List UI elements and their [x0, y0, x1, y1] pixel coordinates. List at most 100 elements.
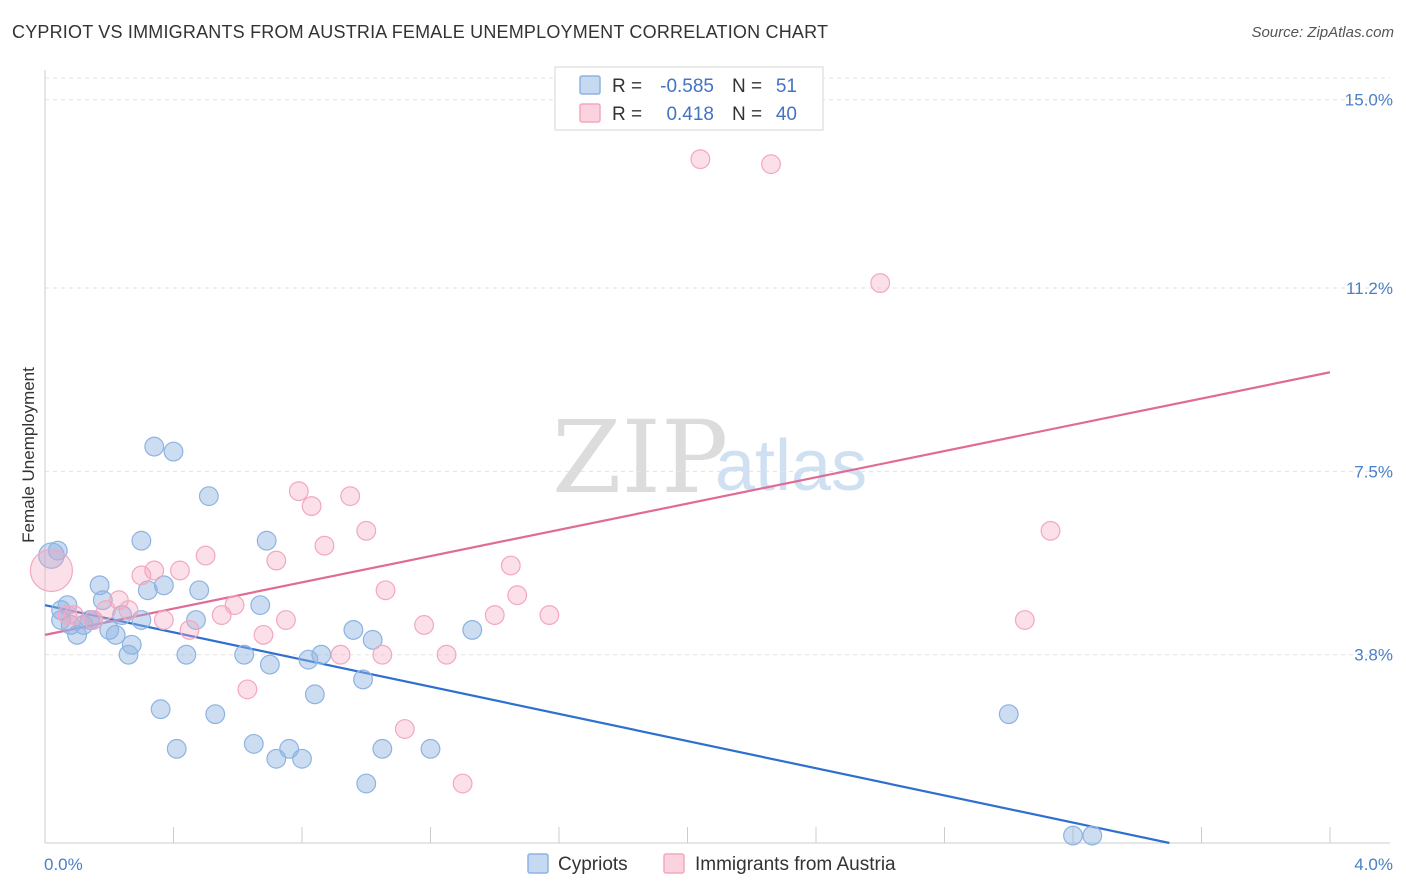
austria-point-39	[57, 605, 78, 625]
austria-point-10	[179, 619, 200, 640]
legend-swatch-cypriots	[579, 75, 601, 95]
chart-title: CYPRIOT VS IMMIGRANTS FROM AUSTRIA FEMAL…	[12, 22, 829, 42]
legend-r-label-2: R =	[612, 104, 642, 125]
y-tick-label-0: 3.8%	[1354, 646, 1393, 665]
cypriot-point-38	[304, 684, 325, 705]
legend-n-label-2: N =	[732, 104, 762, 125]
cypriot-point-42	[356, 773, 377, 794]
cypriot-point-26	[189, 580, 210, 601]
legend-n-value-2: 40	[776, 104, 797, 125]
cypriot-point-40	[343, 619, 364, 640]
austria-point-37	[1014, 610, 1035, 630]
cypriot-point-49	[1082, 825, 1103, 846]
austria-point-15	[253, 624, 274, 645]
cypriot-point-24	[176, 644, 197, 665]
cypriot-point-46	[462, 619, 483, 640]
cypriot-point-12	[105, 624, 126, 645]
cypriot-point-23	[166, 738, 187, 759]
cypriot-point-45	[420, 738, 441, 759]
cypriot-point-17	[131, 530, 152, 551]
austria-point-21	[330, 644, 351, 665]
x-tick-labels: 0.0% 4.0%	[44, 855, 1393, 874]
legend-r-label-1: R =	[612, 76, 642, 97]
legend-n-label-1: N =	[732, 76, 762, 97]
cypriot-point-19	[144, 436, 165, 457]
austria-point-20	[314, 535, 335, 556]
austria-point-13	[224, 595, 245, 616]
austria-point-30	[484, 605, 505, 625]
cypriot-point-44	[372, 738, 393, 759]
y-tick-labels: 3.8% 7.5% 11.2% 15.0%	[1345, 91, 1393, 665]
cypriot-point-30	[243, 733, 264, 754]
austria-point-17	[276, 610, 296, 630]
trend-lines	[44, 371, 1331, 845]
austria-point-32	[507, 585, 528, 606]
cypriot-point-41	[353, 669, 373, 690]
austria-point-25	[375, 580, 396, 601]
stats-legend: R = -0.585 N = 51 R = 0.418 N = 40	[554, 66, 824, 131]
cypriot-point-18	[137, 580, 158, 601]
austria-point-6	[131, 565, 152, 586]
cypriot-point-39	[311, 644, 332, 665]
cypriot-point-43	[362, 629, 383, 650]
cypriot-trend-line	[44, 604, 1170, 845]
cypriot-point-15	[121, 634, 142, 655]
austria-point-18	[288, 481, 309, 502]
austria-point-7	[144, 560, 165, 581]
austria-point-34	[690, 149, 711, 170]
y-tick-label-2: 11.2%	[1346, 279, 1393, 298]
austria-point-9	[169, 560, 190, 581]
cypriot-point-29	[234, 644, 255, 665]
austria-point-8	[153, 610, 174, 630]
austria-point-35	[761, 154, 781, 175]
legend-n-value-1: 51	[776, 76, 797, 97]
austria-point-29	[452, 773, 473, 794]
x-tick-label-0: 0.0%	[44, 855, 83, 874]
cypriot-point-20	[150, 699, 171, 720]
cypriot-point-33	[259, 654, 280, 675]
cypriot-point-27	[198, 486, 219, 507]
cypriot-point-6	[67, 624, 88, 645]
cypriot-point-36	[292, 748, 312, 769]
austria-point-28	[436, 644, 457, 665]
bottom-legend-swatch-cypriots	[527, 853, 549, 874]
cypriot-point-28	[205, 704, 226, 725]
data-points	[29, 149, 1103, 846]
cypriot-point-31	[250, 595, 271, 616]
austria-point-14	[237, 679, 258, 700]
austria-point-1	[63, 605, 84, 625]
legend-r-value-1: -0.585	[660, 76, 714, 97]
austria-point-22	[340, 486, 361, 507]
austria-point-38	[1040, 520, 1061, 541]
austria-point-5	[118, 600, 139, 621]
austria-point-24	[372, 644, 393, 665]
cypriot-point-48	[1063, 825, 1083, 846]
austria-point-0	[29, 548, 74, 593]
austria-point-27	[414, 615, 435, 635]
y-axis-label: Female Unemployment	[19, 367, 38, 543]
austria-point-11	[195, 545, 216, 566]
source-label: Source: ZipAtlas.com	[1251, 24, 1394, 41]
cypriot-point-37	[298, 649, 319, 670]
watermark-zip: ZIP	[552, 399, 728, 516]
austria-point-26	[394, 719, 415, 739]
austria-point-33	[539, 605, 560, 625]
cypriot-point-47	[998, 704, 1019, 725]
austria-point-16	[266, 550, 287, 571]
bottom-legend-swatch-austria	[663, 853, 685, 874]
y-tick-label-1: 7.5%	[1354, 462, 1393, 481]
austria-point-31	[500, 555, 521, 576]
austria-point-19	[301, 496, 322, 516]
cypriot-point-9	[89, 575, 110, 596]
series-legend: Cypriots Immigrants from Austria	[527, 853, 896, 875]
austria-point-23	[356, 520, 377, 541]
cypriot-point-21	[153, 575, 174, 596]
cypriot-point-32	[256, 530, 277, 551]
cypriot-point-0	[38, 542, 65, 569]
y-tick-label-3: 15.0%	[1345, 91, 1393, 110]
cypriot-point-22	[163, 441, 184, 462]
austria-point-36	[870, 273, 891, 294]
bottom-legend-label-cypriots: Cypriots	[558, 854, 628, 875]
austria-trend-line	[44, 371, 1331, 636]
